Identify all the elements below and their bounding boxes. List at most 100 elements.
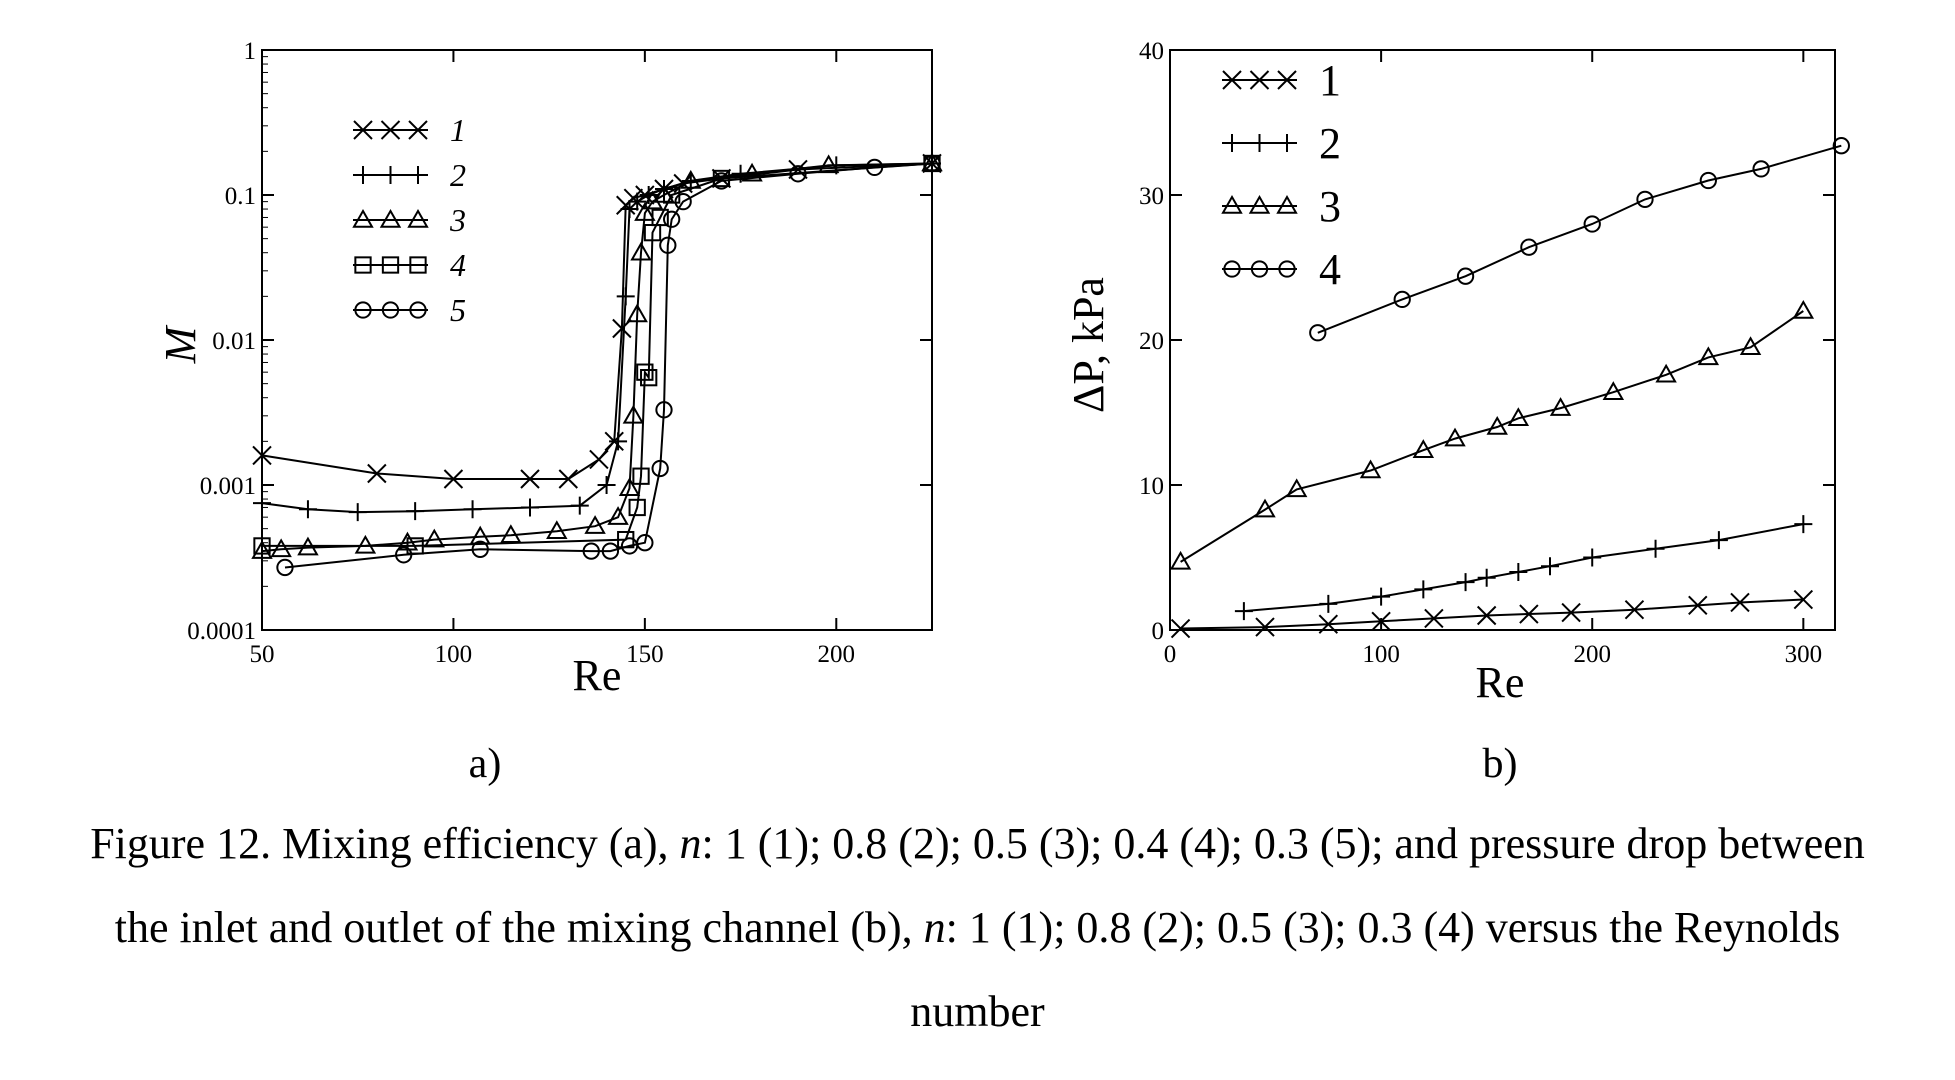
a-legend-item-4: 4 — [353, 247, 466, 283]
b-legend-marker — [1250, 134, 1269, 152]
a-legend-marker — [381, 166, 400, 184]
a-legend-label: 5 — [450, 292, 466, 328]
b-series-1-point — [1476, 605, 1497, 626]
a-series-1-point — [367, 463, 387, 484]
b-legend-marker — [1278, 134, 1296, 152]
a-xtick-label: 100 — [435, 641, 473, 668]
a-legend-label: 4 — [450, 247, 466, 283]
a-xtick-label: 200 — [818, 641, 856, 668]
caption-part-a: Figure 12. Mixing efficiency (a), — [90, 819, 680, 868]
b-series-3-point — [1412, 439, 1435, 458]
a-series-3 — [251, 152, 943, 559]
b-series-2-point — [1234, 602, 1253, 621]
b-series-3-point — [1285, 478, 1308, 498]
b-series-4-point — [1636, 190, 1654, 209]
a-legend-marker — [354, 301, 372, 319]
b-legend-marker — [1223, 260, 1241, 278]
b-series-3-line — [1180, 310, 1804, 563]
a-series-5-point — [712, 172, 731, 190]
a-legend-marker — [380, 120, 401, 140]
a-legend-marker — [354, 256, 372, 274]
b-series-1 — [1170, 589, 1814, 639]
b-series-4-point — [1309, 324, 1327, 342]
chart-b-ylabel: ΔP, kPa — [1064, 277, 1113, 413]
chart-a: 50 100 150 200 0.0001 0.001 0.01 0.1 1 Re M 1 2 3 4… — [156, 38, 943, 787]
a-legend-marker — [352, 208, 374, 228]
b-legend-marker — [1277, 70, 1297, 90]
a-legend-marker — [409, 166, 427, 184]
a-series-5-point — [636, 534, 654, 552]
a-legend-marker — [408, 120, 428, 140]
a-legend-marker — [381, 301, 400, 319]
a-series-1-point — [589, 449, 609, 470]
chart-a-series — [251, 152, 943, 577]
a-legend-item-2: 2 — [353, 157, 466, 193]
b-series-3-point — [1655, 363, 1677, 383]
caption-part-c: : 1 (1); 0.8 (2); 0.5 (3); 0.3 (4) versu… — [910, 903, 1841, 1036]
a-series-4-point — [636, 363, 654, 381]
a-legend-marker — [353, 120, 373, 140]
a-series-4-point — [628, 498, 646, 517]
b-legend-marker — [1249, 70, 1270, 90]
b-series-3-point — [1792, 299, 1815, 319]
a-legend-item-5: 5 — [353, 292, 466, 328]
b-legend-marker — [1222, 70, 1242, 90]
b-series-3-point — [1444, 427, 1466, 447]
a-series-2-point — [348, 503, 367, 522]
b-ytick-label: 30 — [1139, 183, 1164, 210]
b-xtick-label: 200 — [1573, 641, 1611, 668]
chart-b-series — [1169, 137, 1850, 639]
b-legend-marker — [1276, 194, 1298, 214]
a-series-2-point — [298, 500, 317, 519]
a-series-3-point — [500, 524, 522, 544]
b-series-3-point — [1486, 415, 1508, 435]
a-series-5-point — [923, 154, 941, 173]
b-series-3-point — [1169, 550, 1192, 570]
a-series-5-point — [601, 542, 620, 560]
a-series-1 — [252, 153, 942, 489]
a-series-3-point — [618, 477, 641, 496]
b-series-2-point — [1414, 580, 1433, 599]
b-series-1-point — [1371, 611, 1391, 632]
a-series-4-point — [632, 467, 650, 485]
b-series-3-point — [1359, 459, 1382, 479]
a-series-3-point — [741, 162, 763, 182]
a-series-1-point — [623, 188, 644, 208]
b-legend-label: 3 — [1319, 182, 1341, 231]
a-series-5-point — [659, 236, 677, 254]
caption-n-b: n — [923, 903, 946, 952]
a-series-2-point — [628, 192, 647, 211]
a-xtick-label: 150 — [626, 641, 664, 668]
b-legend-marker — [1248, 194, 1271, 214]
a-legend-item-1: 1 — [353, 112, 466, 148]
a-series-3-point — [251, 540, 273, 559]
a-series-5-point — [471, 540, 489, 558]
a-series-4-point — [640, 368, 658, 387]
b-series-1-point — [1424, 608, 1444, 629]
chart-b-xlabel: Re — [1476, 658, 1525, 707]
a-series-2-point — [570, 496, 589, 515]
a-series-3-point — [546, 520, 568, 539]
a-series-2 — [253, 154, 941, 522]
b-series-1-point — [1793, 589, 1814, 610]
b-series-4-point — [1456, 267, 1475, 285]
a-series-5-point — [276, 558, 294, 577]
a-series-3-point — [626, 303, 648, 323]
a-legend-item-3: 3 — [352, 202, 466, 238]
b-series-3-point — [1602, 381, 1625, 400]
b-xtick-label: 300 — [1785, 641, 1823, 668]
b-series-4-line — [1317, 144, 1842, 334]
a-ytick-label: 0.0001 — [187, 618, 256, 645]
a-series-4 — [253, 154, 941, 555]
a-series-1-point — [443, 469, 464, 489]
a-ytick-label: 0.001 — [200, 473, 256, 500]
a-series-2-point — [620, 200, 639, 219]
a-series-3-point — [584, 515, 606, 534]
b-legend-label: 2 — [1319, 119, 1341, 168]
b-legend-marker — [1278, 260, 1296, 278]
a-series-3-point — [630, 241, 652, 261]
b-series-2-point — [1319, 594, 1338, 613]
a-series-2-point — [616, 287, 635, 306]
chart-b: 0 100 200 300 0 10 20 30 40 Re ΔP, kPa 1 2 3 4 b) — [1064, 38, 1850, 787]
